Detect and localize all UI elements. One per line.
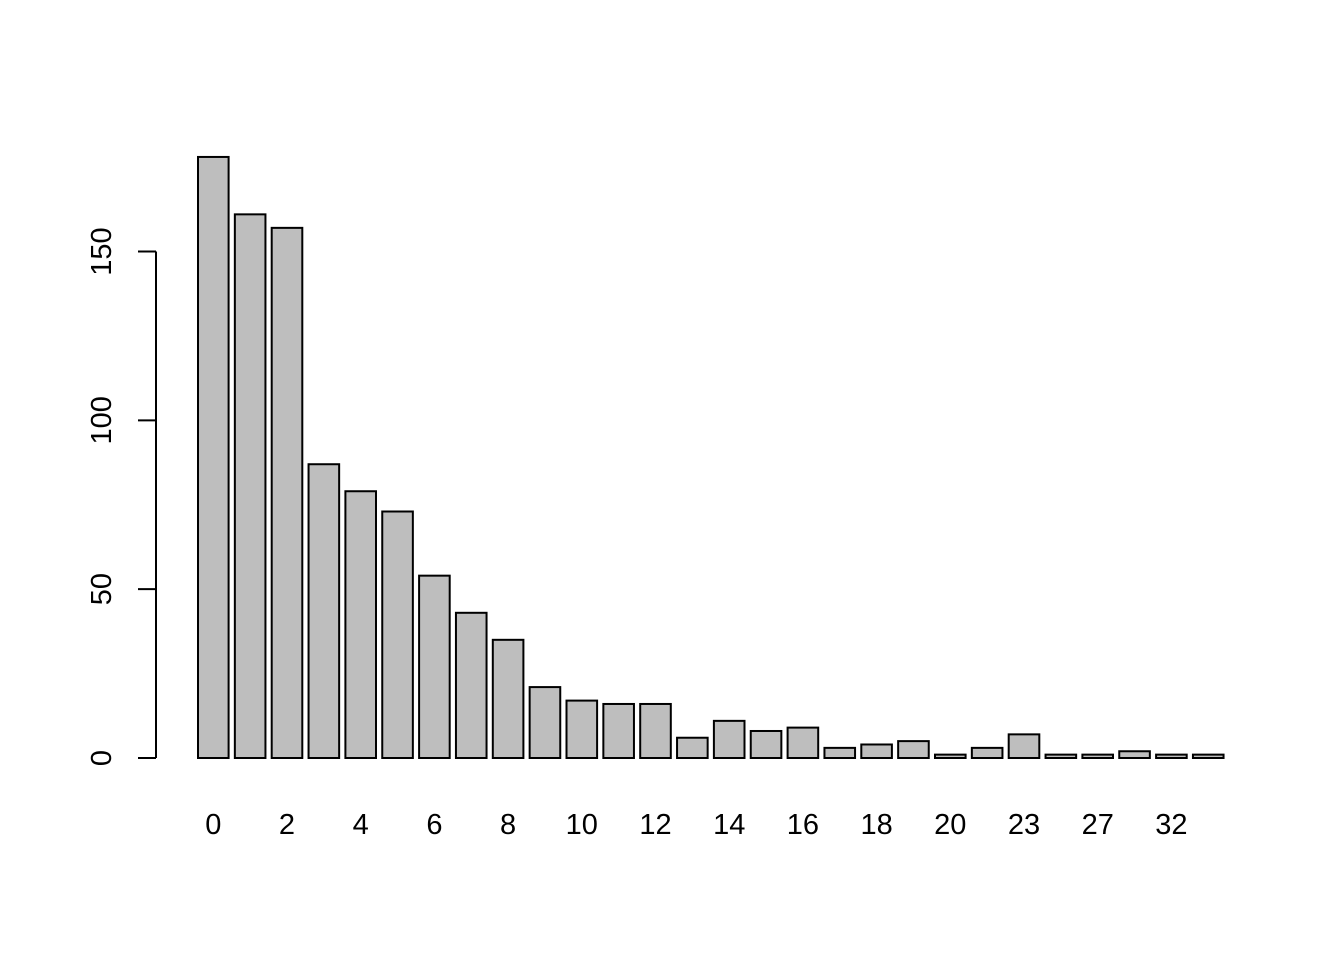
x-tick-label-23: 23 — [1008, 809, 1040, 841]
bar-18 — [860, 743, 893, 759]
bar-0 — [197, 155, 230, 759]
x-tick-label-16: 16 — [787, 809, 819, 841]
bar-17 — [823, 746, 857, 759]
bars-group — [197, 155, 1225, 760]
x-tick-label-8: 8 — [500, 809, 516, 841]
bar-15 — [749, 729, 783, 759]
bar-19 — [897, 740, 930, 759]
bar-2 — [270, 226, 304, 760]
bar-12 — [639, 702, 672, 759]
bar-32 — [1155, 753, 1188, 759]
x-tick-label-14: 14 — [713, 809, 745, 841]
bar-1 — [233, 213, 267, 760]
bar-10 — [565, 699, 599, 759]
x-tick-label-0: 0 — [205, 809, 221, 841]
x-tick-label-18: 18 — [860, 809, 892, 841]
bar-27 — [1081, 753, 1115, 759]
y-axis: 0 50 100 150 — [86, 227, 157, 766]
bar-4 — [344, 490, 377, 759]
x-axis-labels: 0 2 4 6 8 10 12 14 16 18 20 23 27 32 — [205, 809, 1187, 841]
bar-8 — [491, 638, 525, 760]
bar-20 — [934, 753, 967, 759]
bar-5 — [381, 510, 414, 759]
x-tick-label-27: 27 — [1082, 809, 1114, 841]
bar-7 — [454, 611, 488, 759]
bar-11 — [602, 702, 635, 759]
bar-6 — [418, 574, 451, 759]
bar-13 — [676, 736, 709, 759]
bar-16 — [786, 726, 820, 759]
x-tick-label-2: 2 — [279, 809, 295, 841]
bar-29 — [1118, 750, 1151, 759]
x-tick-label-12: 12 — [639, 809, 671, 841]
x-tick-label-4: 4 — [353, 809, 369, 841]
bar-14 — [712, 719, 746, 759]
y-tick-label-0: 0 — [86, 750, 118, 766]
bar-3 — [307, 463, 341, 759]
bar-23 — [1007, 733, 1041, 759]
bar-25 — [1044, 753, 1078, 759]
y-tick-label-50: 50 — [86, 573, 118, 605]
x-tick-label-32: 32 — [1155, 809, 1187, 841]
x-tick-label-6: 6 — [426, 809, 442, 841]
y-tick-label-100: 100 — [86, 396, 118, 444]
bar-21 — [970, 746, 1004, 759]
bar-9 — [528, 686, 562, 760]
x-tick-label-10: 10 — [566, 809, 598, 841]
x-tick-label-20: 20 — [934, 809, 966, 841]
bar-34 — [1191, 753, 1225, 759]
y-tick-label-150: 150 — [86, 227, 118, 275]
